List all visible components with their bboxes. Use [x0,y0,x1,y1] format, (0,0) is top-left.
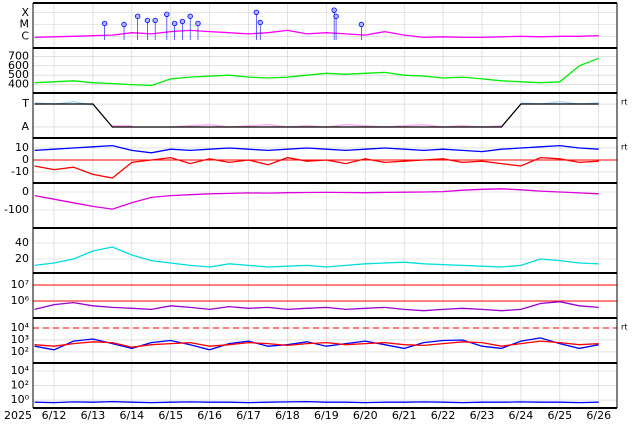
y-tick-label: M [20,18,30,31]
x-tick-label: 6/17 [236,409,261,422]
series-line [34,101,599,106]
x-tick-label: 6/19 [314,409,339,422]
x-tick-label: 6/24 [509,409,534,422]
x-tick-label: 6/25 [547,409,572,422]
y-tick-label: 10³ [11,333,29,346]
flare-marker [333,13,339,19]
x-tick-label: 6/12 [42,409,67,422]
y-tick-label: 10⁴ [11,364,30,377]
series-line [34,29,599,39]
panel-annotation: rt [621,98,627,107]
series-line [34,144,599,154]
x-tick-label: 6/14 [119,409,144,422]
flare-marker [257,19,263,26]
series-line [34,246,599,268]
y-tick-label: 0 [22,153,29,166]
flare-marker [101,20,108,27]
y-tick-label: 10² [11,379,29,392]
year-label: 2025 [4,409,32,422]
flare-marker [179,18,186,25]
y-tick-label: 0 [22,185,29,198]
series-line [34,103,599,128]
y-tick-label: 10⁷ [11,278,29,291]
x-tick-label: 6/20 [353,409,378,422]
panel-annotation: rt [621,323,627,332]
series-line [34,340,599,348]
y-tick-label: C [21,29,29,42]
series-line [34,156,599,179]
x-tick-label: 6/26 [586,409,611,422]
y-tick-label: 400 [8,78,29,91]
x-tick-label: 6/21 [392,409,417,422]
y-tick-label: 600 [8,59,29,72]
flare-marker [152,17,158,24]
y-tick-label: X [21,6,29,19]
y-tick-label: 500 [8,68,29,81]
series-line [34,301,599,312]
y-tick-label: A [21,120,29,133]
flare-marker [134,13,141,19]
y-tick-label: 40 [15,236,29,249]
y-tick-label: 10⁴ [11,321,30,334]
x-tick-label: 6/18 [275,409,300,422]
y-tick-label: 700 [8,49,29,62]
series-line [34,57,599,87]
flare-marker [164,11,170,17]
flare-marker [144,17,151,24]
series-line [34,400,599,404]
flare-marker [195,20,201,27]
flare-marker [187,13,193,19]
series-line [34,337,599,351]
y-tick-label: 20 [15,252,29,265]
y-tick-label: T [21,97,29,110]
x-tick-label: 6/15 [158,409,183,422]
y-tick-label: -100 [4,203,29,216]
y-tick-label: 10² [11,345,29,358]
y-tick-label: 10⁰ [11,393,30,406]
panel-annotation: rt [621,143,627,152]
x-tick-label: 6/23 [470,409,495,422]
x-tick-label: 6/22 [431,409,456,422]
y-tick-label: -10 [11,165,29,178]
y-tick-label: 10⁶ [11,294,30,307]
flare-marker [171,20,178,27]
flare-marker [253,9,260,15]
y-tick-label: 10 [15,141,29,154]
flare-marker [121,21,127,28]
flare-marker [358,21,365,28]
x-tick-label: 6/13 [81,409,106,422]
x-tick-label: 6/16 [197,409,222,422]
series-line [34,188,599,210]
flare-marker [331,7,337,13]
